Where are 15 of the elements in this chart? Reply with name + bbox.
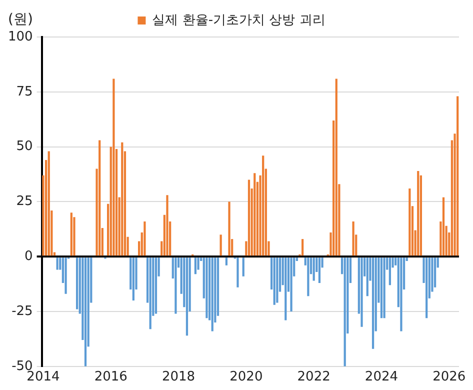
y-tick-label: 0 [24, 248, 33, 264]
legend-label: 실제 환율-기초가치 상방 괴리 [152, 12, 326, 28]
x-tick-label: 2024 [364, 370, 398, 385]
y-tick-label: 50 [16, 139, 33, 154]
y-axis-title: (원) [8, 12, 33, 28]
y-tick-label: 100 [8, 29, 33, 44]
x-tick-label: 2020 [230, 370, 263, 385]
x-tick-label: 2014 [26, 370, 60, 385]
x-tick-label: 2018 [162, 370, 196, 385]
x-tick-label: 2026 [432, 370, 466, 385]
x-tick-label: 2016 [94, 370, 128, 385]
y-tick-label: 25 [16, 194, 33, 210]
y-tick-label: -25 [12, 304, 33, 319]
y-tick-label: 75 [16, 84, 33, 100]
x-tick-label: 2022 [297, 370, 330, 385]
